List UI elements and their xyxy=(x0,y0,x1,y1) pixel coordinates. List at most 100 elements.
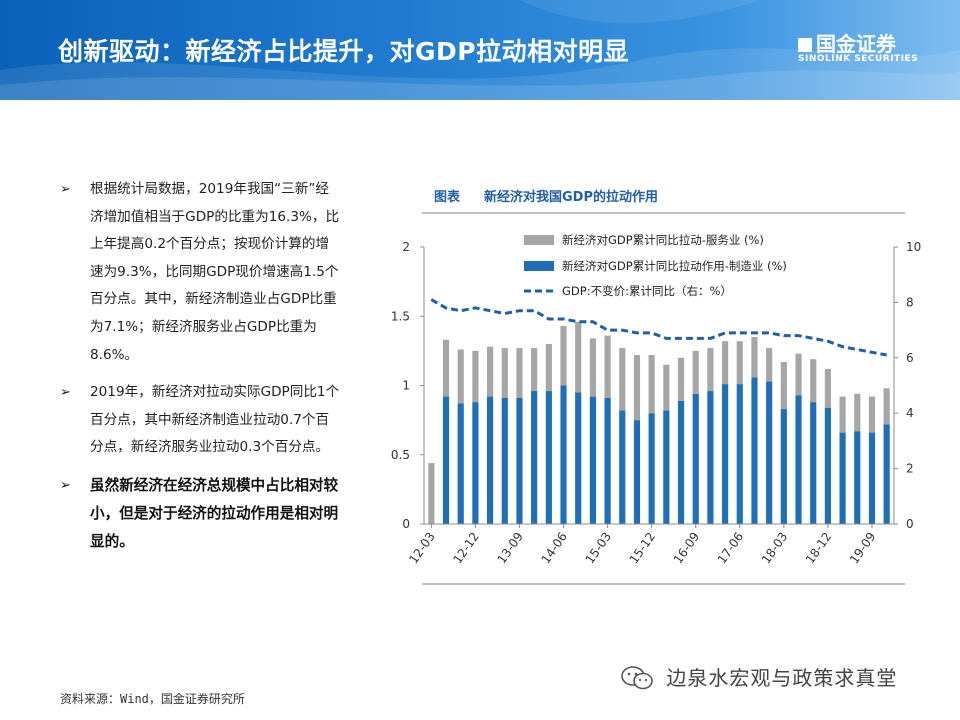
bar-service xyxy=(663,364,670,411)
legend-label-gdp: GDP:不变价:累计同比（右：%） xyxy=(562,284,732,298)
header-banner: 创新驱动：新经济占比提升，对GDP拉动相对明显 国金证券 SINOLINK SE… xyxy=(0,0,960,100)
x-tick-label: 18-03 xyxy=(759,530,790,567)
bar-manufacturing xyxy=(692,393,699,524)
bar-manufacturing xyxy=(648,413,655,524)
y-right-tick-label: 8 xyxy=(906,295,914,309)
banner-wave-decoration xyxy=(0,0,960,100)
x-tick-label: 14-06 xyxy=(539,530,570,567)
chart-figure-label: 图表 xyxy=(434,189,461,205)
bar-manufacturing xyxy=(501,397,508,524)
bar-manufacturing xyxy=(707,391,714,524)
bar-service xyxy=(619,348,626,411)
y-left-tick-label: 1 xyxy=(402,379,410,393)
arrow-bullet-icon: ➢ xyxy=(60,477,71,493)
y-left-tick-label: 1.5 xyxy=(391,309,410,323)
bar-service xyxy=(854,393,861,432)
legend-label-manufacturing: 新经济对GDP累计同比拉动作用-制造业 (%) xyxy=(562,259,787,273)
bar-manufacturing xyxy=(824,407,831,524)
bar-service xyxy=(766,348,773,382)
bar-manufacturing xyxy=(663,410,670,524)
bar-manufacturing xyxy=(575,392,582,524)
bar-service xyxy=(795,353,802,396)
bar-service xyxy=(487,346,494,397)
bar-service xyxy=(589,338,596,397)
company-logo: 国金证券 SINOLINK SECURITIES xyxy=(798,28,928,72)
bar-service xyxy=(810,359,817,403)
x-tick-label: 19-09 xyxy=(847,530,878,567)
bar-service xyxy=(692,350,699,394)
y-right-tick-label: 6 xyxy=(906,351,914,365)
y-right-tick-label: 10 xyxy=(906,240,921,254)
bar-service xyxy=(531,348,538,392)
bar-manufacturing xyxy=(604,397,611,524)
logo-square-icon xyxy=(798,38,812,52)
page-title: 创新驱动：新经济占比提升，对GDP拉动相对明显 xyxy=(58,37,630,66)
bar-manufacturing xyxy=(722,384,729,524)
y-right-tick-label: 0 xyxy=(906,517,914,531)
logo-english-name: SINOLINK SECURITIES xyxy=(798,54,919,64)
gdp-growth-line xyxy=(430,298,887,357)
x-tick-label: 17-06 xyxy=(715,530,746,567)
bar-service xyxy=(677,357,685,401)
y-left-tick-label: 0.5 xyxy=(391,448,410,462)
bar-manufacturing xyxy=(839,432,846,524)
gdp-contribution-chart: 图表 新经济对我国GDP的拉动作用 0 0.5 1 1.5 2 0 2 4 6 8 10 12-03 1… xyxy=(391,189,921,585)
bar-manufacturing xyxy=(545,391,552,524)
y-left-tick-label: 2 xyxy=(402,240,410,254)
bar-service xyxy=(575,321,582,393)
bullet-item-1: ➢ 根据统计局数据，2019年我国“三新”经济增加值相当于GDP的比重为16.3… xyxy=(60,176,340,369)
bar-manufacturing xyxy=(751,377,758,524)
bar-service xyxy=(428,463,435,524)
legend-swatch-manufacturing xyxy=(524,261,554,271)
bar-service xyxy=(883,388,890,425)
legend-swatch-service xyxy=(524,235,554,245)
bullet-item-2: ➢ 2019年，新经济对拉动实际GDP同比1个百分点，其中新经济制造业拉动0.7… xyxy=(60,379,340,462)
x-tick-label: 15-03 xyxy=(583,530,614,567)
bar-manufacturing xyxy=(633,420,641,524)
bar-manufacturing xyxy=(677,400,685,524)
x-tick-label: 12-12 xyxy=(450,530,481,567)
bar-service xyxy=(516,348,523,398)
chart-panel: 图表 新经济对我国GDP的拉动作用 0 0.5 1 1.5 2 0 2 4 6 8 10 12-03 1… xyxy=(380,172,940,592)
source-note: 资料来源：Wind，国金证券研究所 xyxy=(60,692,245,706)
bar-service xyxy=(839,396,846,433)
legend-label-service: 新经济对GDP累计同比拉动-服务业 (%) xyxy=(562,233,764,247)
bar-manufacturing xyxy=(795,395,802,524)
x-tick-label: 12-03 xyxy=(406,530,437,567)
bar-service xyxy=(722,341,729,385)
x-tick-label: 16-09 xyxy=(671,530,702,567)
bar-service xyxy=(736,341,743,385)
wechat-watermark: 边泉水宏观与政策求真堂 xyxy=(620,662,897,691)
bar-manufacturing xyxy=(472,402,479,524)
bar-manufacturing xyxy=(442,396,450,524)
bar-manufacturing xyxy=(487,396,494,524)
y-right-tick-label: 4 xyxy=(906,406,914,420)
wechat-icon xyxy=(621,666,653,690)
bar-service xyxy=(824,368,831,408)
bar-manufacturing xyxy=(810,402,817,524)
y-right-tick-label: 2 xyxy=(906,462,914,476)
bar-service xyxy=(472,350,479,403)
watermark-text: 边泉水宏观与政策求真堂 xyxy=(666,666,898,690)
bar-service xyxy=(604,335,611,398)
chart-title: 新经济对我国GDP的拉动作用 xyxy=(484,189,658,205)
bar-service xyxy=(707,348,714,392)
arrow-bullet-icon: ➢ xyxy=(60,385,71,401)
bar-service xyxy=(868,396,876,433)
logo-chinese-name: 国金证券 xyxy=(816,32,896,56)
bullet-text: 根据统计局数据，2019年我国“三新”经济增加值相当于GDP的比重为16.3%，… xyxy=(90,181,340,363)
bar-service xyxy=(560,325,567,386)
bullet-text: 虽然新经济在经济总规模中占比相对较小，但是对于经济的拉动作用是相对明显的。 xyxy=(90,476,339,550)
bar-manufacturing xyxy=(531,391,538,524)
bar-service xyxy=(545,343,552,392)
bar-manufacturing xyxy=(766,381,773,524)
y-left-tick-label: 0 xyxy=(402,517,410,531)
bullet-item-3: ➢ 虽然新经济在经济总规模中占比相对较小，但是对于经济的拉动作用是相对明显的。 xyxy=(60,472,340,556)
bar-manufacturing xyxy=(560,385,567,524)
bar-manufacturing xyxy=(883,424,890,524)
bar-manufacturing xyxy=(854,431,861,524)
x-tick-label: 15-12 xyxy=(627,530,658,567)
bar-service xyxy=(648,355,655,414)
bar-manufacturing xyxy=(516,397,523,524)
bar-service xyxy=(633,355,641,421)
